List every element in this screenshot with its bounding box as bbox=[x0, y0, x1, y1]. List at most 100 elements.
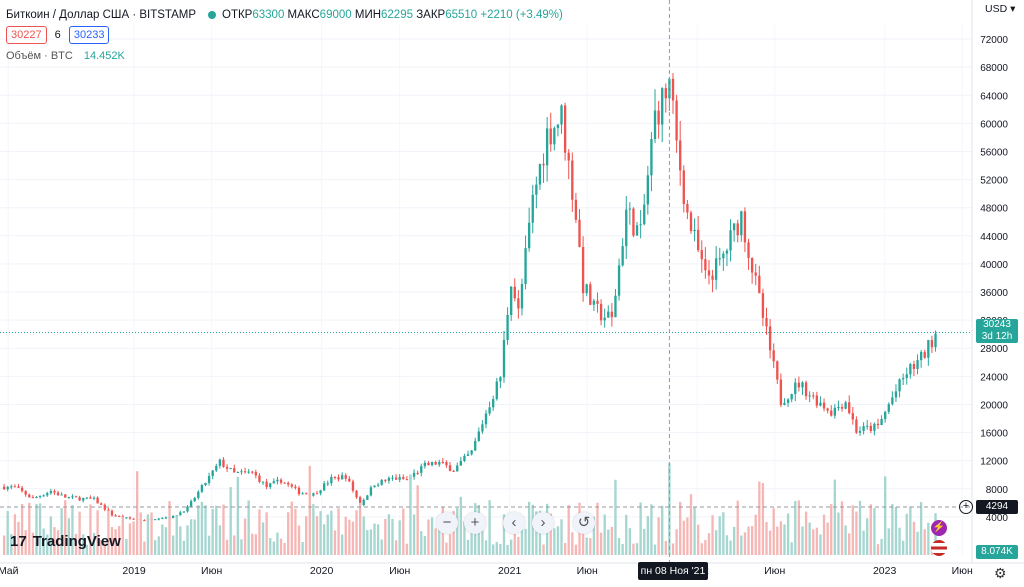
volume-bar bbox=[643, 528, 646, 555]
sell-button[interactable]: 30227 bbox=[6, 26, 47, 44]
scroll-forward-button[interactable]: › bbox=[532, 512, 554, 534]
bid-ask-row: 30227 6 30233 bbox=[6, 26, 110, 44]
volume-bar bbox=[269, 538, 272, 555]
volume-bar bbox=[265, 512, 268, 555]
volume-bar bbox=[366, 529, 369, 555]
x-tick-label: Июн bbox=[764, 565, 785, 577]
candle-body bbox=[822, 402, 826, 409]
reset-chart-button[interactable]: ↺ bbox=[573, 512, 595, 534]
candle-body bbox=[650, 138, 653, 176]
candle-body bbox=[581, 246, 585, 294]
volume-bar bbox=[315, 516, 319, 555]
volume-bar bbox=[855, 511, 858, 555]
candle-body bbox=[729, 230, 732, 251]
candle-body bbox=[524, 248, 527, 285]
volume-bar bbox=[146, 514, 150, 555]
volume-bar bbox=[103, 543, 106, 555]
volume-bar bbox=[686, 517, 689, 555]
candle-body bbox=[362, 499, 365, 506]
volume-bar bbox=[107, 510, 110, 555]
volume-bar bbox=[812, 529, 815, 555]
candle-body bbox=[905, 374, 908, 379]
add-alert-icon[interactable]: + bbox=[959, 500, 973, 514]
scroll-back-button[interactable]: ‹ bbox=[503, 512, 525, 534]
candle-body bbox=[103, 504, 106, 510]
volume-bar bbox=[901, 540, 905, 555]
candle-body bbox=[402, 477, 405, 480]
candle-body bbox=[2, 486, 6, 490]
candle-body bbox=[603, 317, 606, 321]
candle-body bbox=[657, 110, 660, 125]
candle-body bbox=[49, 491, 53, 494]
volume-cursor-tag: 4294 bbox=[976, 500, 1018, 514]
candle-body bbox=[596, 300, 599, 304]
volume-bar bbox=[351, 521, 355, 555]
open-label: ОТКР bbox=[222, 9, 253, 21]
symbol-title[interactable]: Биткоин / Доллар США · BITSTAMP bbox=[6, 9, 197, 21]
zoom-in-button[interactable]: + bbox=[464, 512, 486, 534]
candle-body bbox=[646, 175, 649, 205]
volume-bar bbox=[869, 504, 872, 555]
volume-bar bbox=[524, 528, 527, 555]
spread-value: 6 bbox=[54, 29, 61, 41]
candle-body bbox=[934, 333, 937, 348]
candle-body bbox=[578, 219, 581, 247]
candle-body bbox=[535, 184, 538, 195]
candle-body bbox=[484, 413, 488, 425]
tradingview-logo[interactable]: 17 TradingView bbox=[10, 533, 121, 550]
volume-bar bbox=[484, 540, 488, 555]
volume-bar bbox=[233, 535, 236, 555]
candle-body bbox=[279, 479, 283, 483]
volume-bar bbox=[912, 521, 916, 555]
volume-bar bbox=[470, 526, 473, 555]
candle-body bbox=[67, 497, 71, 499]
volume-bar bbox=[650, 504, 653, 555]
volume-bar bbox=[689, 494, 693, 555]
candle-body bbox=[466, 454, 470, 456]
volume-bar bbox=[923, 529, 926, 555]
gear-icon[interactable]: ⚙ bbox=[994, 565, 1007, 581]
candle-body bbox=[718, 258, 721, 260]
volume-bar bbox=[157, 536, 160, 555]
candle-body bbox=[107, 509, 110, 511]
volume-bar bbox=[222, 504, 225, 555]
candle-body bbox=[668, 78, 671, 99]
zoom-out-button[interactable]: − bbox=[436, 512, 458, 534]
volume-bar bbox=[85, 544, 88, 555]
volume-bar bbox=[463, 521, 466, 555]
candle-body bbox=[269, 483, 272, 488]
volume-bar bbox=[362, 516, 365, 555]
candle-body bbox=[430, 461, 434, 466]
candle-body bbox=[64, 494, 67, 498]
lightning-icon[interactable]: ⚡ bbox=[931, 520, 947, 536]
candle-body bbox=[132, 518, 135, 520]
candle-body bbox=[42, 495, 45, 497]
volume-bar bbox=[610, 526, 614, 555]
candle-body bbox=[556, 124, 560, 129]
currency-selector[interactable]: USD ▾ bbox=[985, 3, 1015, 15]
candle-body bbox=[538, 163, 542, 185]
volume-bar bbox=[668, 463, 671, 555]
us-flag-icon[interactable] bbox=[931, 540, 947, 556]
volume-bar bbox=[535, 511, 538, 555]
buy-button[interactable]: 30233 bbox=[68, 26, 110, 44]
volume-bar bbox=[679, 501, 682, 555]
candle-body bbox=[233, 468, 236, 473]
low-label: МИН bbox=[354, 9, 382, 21]
candle-body bbox=[927, 340, 930, 358]
volume-bar bbox=[78, 511, 81, 555]
volume-bar bbox=[182, 540, 186, 555]
volume-bar bbox=[527, 501, 531, 555]
volume-bar bbox=[776, 526, 779, 555]
y-tick-label: 4000 bbox=[986, 513, 1009, 524]
x-tick-label: Июн bbox=[577, 565, 598, 577]
volume-bar bbox=[391, 518, 394, 555]
volume-bar bbox=[384, 518, 387, 555]
candle-body bbox=[161, 518, 164, 520]
volume-bar bbox=[768, 530, 772, 555]
open-value: 63300 bbox=[252, 9, 285, 21]
volume-bar bbox=[783, 524, 786, 555]
candle-body bbox=[60, 494, 63, 496]
candle-body bbox=[758, 275, 761, 294]
